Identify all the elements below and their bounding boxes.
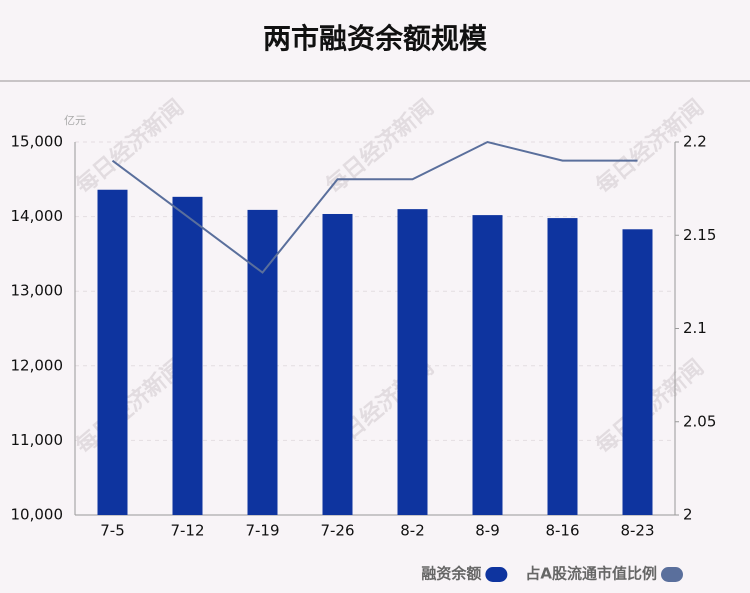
y2-tick-label: 2.05 — [683, 412, 716, 430]
x-tick-label: 8-2 — [400, 522, 425, 540]
legend-swatch — [661, 567, 683, 582]
x-tick-label: 8-23 — [620, 522, 654, 540]
y2-tick-label: 2.2 — [683, 133, 707, 151]
y2-tick-label: 2.15 — [683, 226, 716, 244]
y-tick-label: 14,000 — [11, 207, 64, 225]
legend-label: 融资余额 — [421, 565, 481, 583]
y2-tick-label: 2.1 — [683, 319, 707, 337]
y-tick-label: 13,000 — [11, 282, 64, 300]
bar — [247, 209, 278, 516]
bar — [322, 213, 353, 515]
bar — [472, 215, 503, 515]
legend-label: 占A股流通市值比例 — [525, 565, 657, 583]
bar — [172, 196, 203, 515]
bar — [547, 218, 578, 516]
bar — [397, 209, 428, 515]
y-tick-label: 12,000 — [11, 356, 64, 374]
line — [111, 140, 638, 274]
chart-title: 两市融资余额规模 — [263, 22, 488, 55]
legend-swatch — [485, 567, 508, 582]
y2-tick-label: 2 — [683, 506, 693, 524]
y-tick-label: 11,000 — [11, 431, 64, 449]
bar — [97, 189, 128, 515]
y-tick-label: 15,000 — [11, 133, 64, 151]
bar — [622, 229, 653, 516]
x-tick-label: 7-12 — [170, 522, 204, 540]
x-tick-label: 8-9 — [475, 522, 500, 540]
y-tick-label: 10,000 — [11, 506, 64, 524]
x-tick-label: 7-5 — [100, 522, 125, 540]
x-tick-label: 7-19 — [245, 522, 279, 540]
y-unit: 亿元 — [64, 114, 86, 127]
x-tick-label: 8-16 — [545, 522, 579, 540]
x-tick-label: 7-26 — [320, 522, 354, 540]
